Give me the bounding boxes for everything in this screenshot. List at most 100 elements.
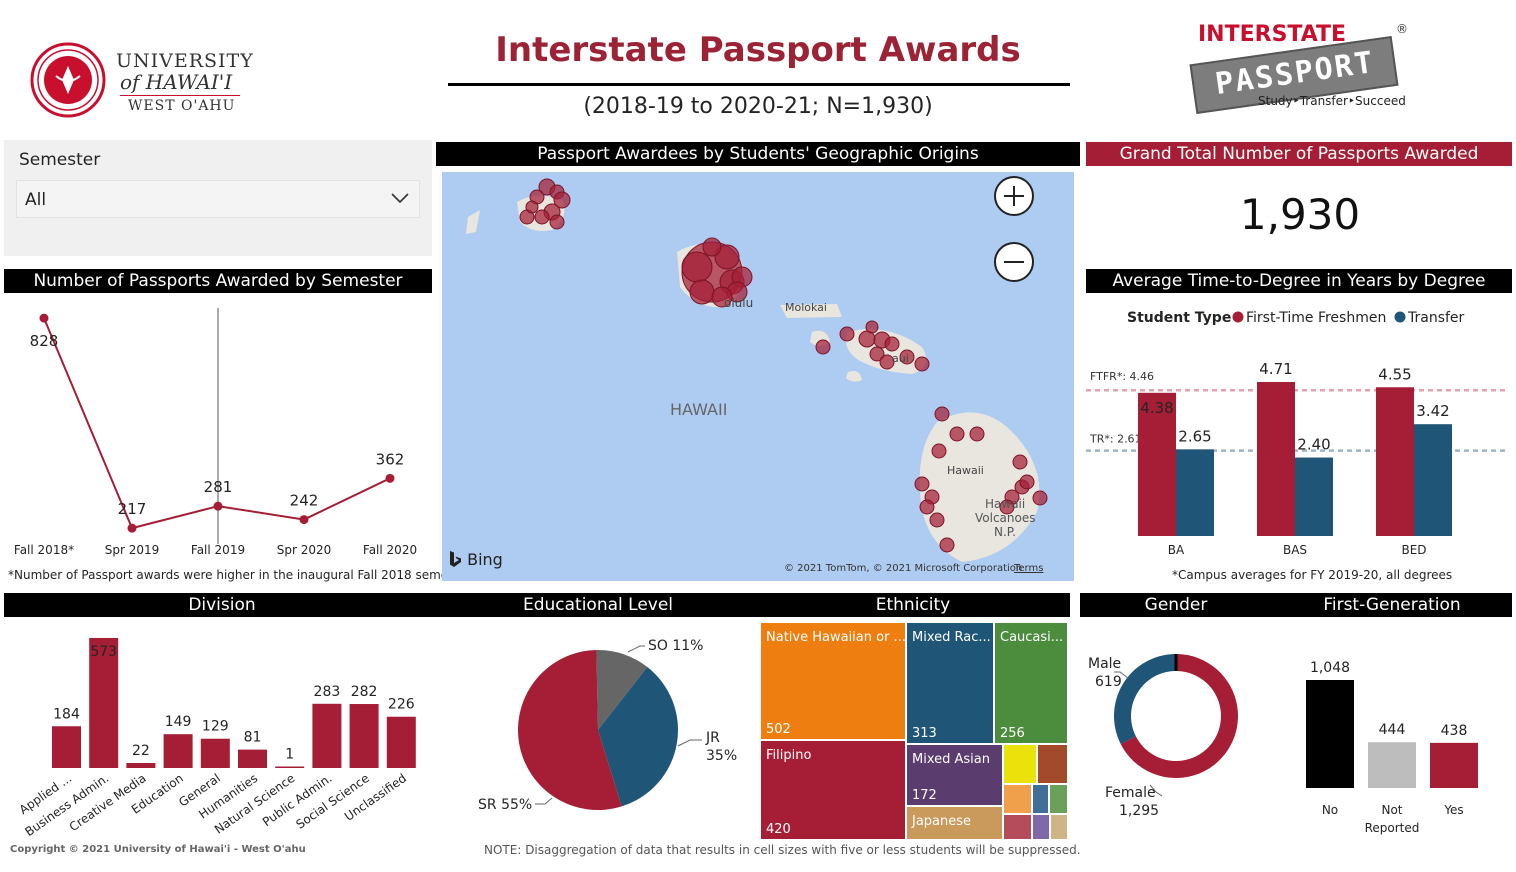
- map-bubble: [711, 286, 733, 308]
- data-label: 226: [388, 697, 415, 713]
- geographic-map[interactable]: HAWAII Molokai olulu aui Hawaii Hawaii V…: [442, 172, 1074, 581]
- map-bubble: [1019, 474, 1035, 490]
- treemap-label: Filipino: [766, 748, 812, 763]
- university-seal-icon: [30, 42, 106, 118]
- semester-chart-title: Number of Passports Awarded by Semester: [4, 269, 432, 293]
- x-tick-label: Spr 2020: [277, 543, 332, 557]
- data-point: [213, 501, 223, 511]
- map-bubble: [999, 499, 1015, 515]
- gender-title: Gender: [1080, 593, 1272, 617]
- map-terms-link[interactable]: Terms: [1014, 563, 1044, 574]
- legend-title: Student Type: [1127, 310, 1231, 326]
- x-tick-label: BA: [1168, 543, 1185, 557]
- leader-line: [1149, 784, 1163, 797]
- bar: [163, 734, 193, 768]
- x-tick-label: BED: [1401, 543, 1426, 557]
- legend-marker: [1394, 311, 1406, 323]
- university-logo: UNIVERSITY of HAWAI'I WEST O'AHU: [28, 42, 253, 122]
- data-label: 217: [118, 500, 147, 518]
- series-line: [43, 317, 391, 530]
- map-bubble: [899, 349, 915, 365]
- bar: [1430, 742, 1478, 788]
- map-bubble: [689, 279, 715, 305]
- data-label: 129: [202, 719, 229, 735]
- map-label-volcanoes-3: N.P.: [994, 525, 1016, 539]
- map-label-volcanoes-1: Hawaii: [985, 497, 1026, 511]
- data-label: 438: [1441, 723, 1468, 739]
- zoom-in-button[interactable]: [994, 176, 1034, 216]
- kpi-title: Grand Total Number of Passports Awarded: [1086, 142, 1512, 166]
- bar: [1414, 424, 1452, 536]
- data-label: 4.38: [1140, 399, 1173, 417]
- map-bubble: [1012, 454, 1028, 470]
- bar: [1295, 457, 1333, 536]
- x-tick-label: Reported: [1365, 821, 1420, 835]
- slice-label: 35%: [706, 748, 737, 764]
- leader-line: [1114, 671, 1129, 679]
- map-bubble: [702, 237, 722, 257]
- bing-logo: Bing: [448, 550, 503, 569]
- map-copyright: © 2021 TomTom, © 2021 Microsoft Corporat…: [784, 563, 1023, 574]
- map-label-state: HAWAII: [670, 400, 728, 419]
- pie-slice: [518, 650, 622, 810]
- data-label: 281: [204, 478, 233, 496]
- title-divider: [448, 83, 1070, 86]
- treemap-cell: Filipino 420: [760, 740, 906, 840]
- legend-item: First-Time Freshmen: [1246, 310, 1386, 326]
- map-bubbles: [519, 178, 1048, 553]
- map-bubble: [914, 356, 930, 372]
- treemap-value: 420: [766, 822, 791, 837]
- data-label: 22: [132, 743, 150, 759]
- zoom-out-button[interactable]: [994, 242, 1034, 282]
- ttd-title: Average Time-to-Degree in Years by Degre…: [1086, 269, 1512, 293]
- educational-level-pie: SO 11% JR 35% SR 55%: [478, 638, 737, 813]
- slicer-label: Semester: [19, 150, 101, 170]
- footer-note: NOTE: Disaggregation of data that result…: [484, 843, 1081, 857]
- x-tick-label: Fall 2018*: [14, 543, 74, 557]
- semester-dropdown[interactable]: All: [16, 180, 420, 218]
- map-bubble: [939, 537, 955, 553]
- data-point: [39, 313, 49, 323]
- treemap-value: 313: [912, 726, 937, 741]
- dropdown-value: All: [25, 190, 47, 210]
- map-bubble: [815, 339, 831, 355]
- ttd-footnote: *Campus averages for FY 2019-20, all deg…: [1172, 568, 1453, 582]
- semester-line-chart: 828 Fall 2018* 217 Spr 2019 281 Fall 2019 242 S…: [14, 308, 417, 557]
- niihau-island: [466, 210, 480, 234]
- treemap-cell-small: [1032, 784, 1049, 814]
- firstgen-title: First-Generation: [1272, 593, 1512, 617]
- slice-label: Male: [1088, 656, 1121, 672]
- slice-label: Female: [1105, 785, 1156, 801]
- bar: [1368, 742, 1416, 788]
- treemap-cell-small: [1003, 784, 1032, 814]
- bar: [200, 738, 230, 768]
- logo-line-2: of HAWAI'I: [120, 70, 233, 94]
- map-bubble: [525, 200, 539, 214]
- data-label: 149: [165, 714, 192, 730]
- brand-tagline: Study‣Transfer‣Succeed: [1258, 94, 1406, 108]
- treemap-value: 172: [912, 788, 937, 803]
- map-label-hawaii-island: Hawaii: [947, 464, 984, 477]
- big-island: [919, 412, 1040, 562]
- map-bubble: [553, 191, 571, 209]
- slice-label: SR 55%: [478, 797, 532, 813]
- legend-item: Transfer: [1407, 310, 1465, 326]
- x-tick-label: No: [1322, 803, 1338, 817]
- map-label-maui: aui: [892, 352, 909, 365]
- interstate-passport-logo: INTERSTATE ® PASSPORT Study‣Transfer‣Suc…: [1186, 22, 1416, 118]
- x-tick-label: Fall 2019: [191, 543, 245, 557]
- map-bubble: [969, 426, 985, 442]
- data-label: 1,048: [1310, 660, 1350, 676]
- bar: [386, 716, 416, 768]
- ethnicity-title: Ethnicity: [756, 593, 1070, 617]
- x-tick-label: Not: [1381, 803, 1402, 817]
- data-point: [299, 515, 309, 525]
- treemap-label: Japanese: [912, 814, 972, 829]
- x-tick-label: BAS: [1283, 543, 1307, 557]
- map-bubble: [884, 336, 900, 352]
- treemap-cell-small: [1049, 784, 1068, 814]
- leader-line: [535, 797, 553, 805]
- map-bubble: [839, 326, 855, 342]
- logo-rule: [120, 95, 240, 96]
- bar: [349, 704, 379, 768]
